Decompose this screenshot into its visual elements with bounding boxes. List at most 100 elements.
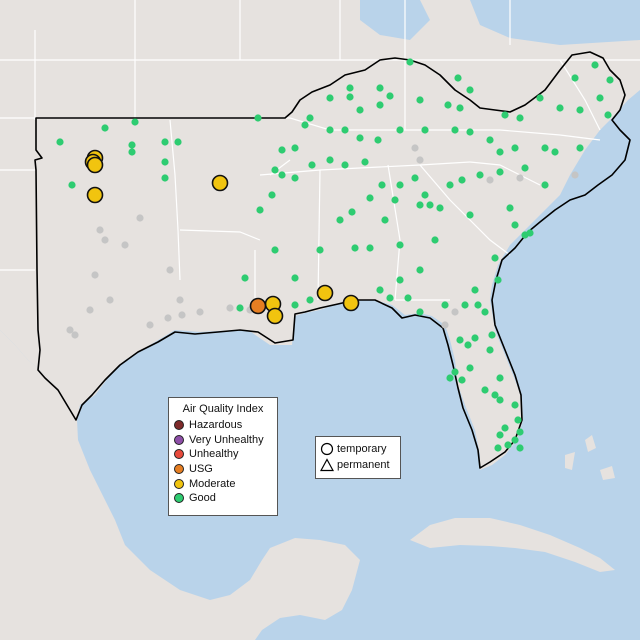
- station-good-marker[interactable]: [604, 111, 612, 119]
- station-good-marker[interactable]: [481, 386, 489, 394]
- station-good-marker[interactable]: [496, 148, 504, 156]
- station-good-marker[interactable]: [421, 191, 429, 199]
- station-good-marker[interactable]: [444, 101, 452, 109]
- station-good-marker[interactable]: [271, 246, 279, 254]
- station-good-marker[interactable]: [476, 171, 484, 179]
- station-good-marker[interactable]: [496, 374, 504, 382]
- station-good-marker[interactable]: [416, 266, 424, 274]
- station-good-marker[interactable]: [374, 136, 382, 144]
- station-good-marker[interactable]: [426, 201, 434, 209]
- station-good-marker[interactable]: [381, 216, 389, 224]
- station-good-marker[interactable]: [516, 114, 524, 122]
- station-good-marker[interactable]: [451, 368, 459, 376]
- station-good-marker[interactable]: [406, 58, 414, 66]
- station-good-marker[interactable]: [68, 181, 76, 189]
- station-no-data-marker[interactable]: [146, 321, 154, 329]
- station-good-marker[interactable]: [474, 301, 482, 309]
- station-good-marker[interactable]: [174, 138, 182, 146]
- station-good-marker[interactable]: [486, 136, 494, 144]
- station-good-marker[interactable]: [496, 396, 504, 404]
- station-good-marker[interactable]: [404, 294, 412, 302]
- station-good-marker[interactable]: [576, 106, 584, 114]
- station-good-marker[interactable]: [376, 101, 384, 109]
- station-moderate-marker[interactable]: [86, 186, 104, 204]
- station-good-marker[interactable]: [521, 164, 529, 172]
- station-good-marker[interactable]: [596, 94, 604, 102]
- station-good-marker[interactable]: [161, 138, 169, 146]
- station-good-marker[interactable]: [494, 276, 502, 284]
- station-good-marker[interactable]: [591, 61, 599, 69]
- station-good-marker[interactable]: [254, 114, 262, 122]
- station-moderate-marker[interactable]: [211, 174, 229, 192]
- station-good-marker[interactable]: [516, 444, 524, 452]
- station-good-marker[interactable]: [454, 74, 462, 82]
- station-good-marker[interactable]: [466, 211, 474, 219]
- station-good-marker[interactable]: [446, 374, 454, 382]
- station-good-marker[interactable]: [291, 144, 299, 152]
- station-good-marker[interactable]: [496, 168, 504, 176]
- station-good-marker[interactable]: [486, 346, 494, 354]
- station-good-marker[interactable]: [128, 148, 136, 156]
- station-good-marker[interactable]: [556, 104, 564, 112]
- station-no-data-marker[interactable]: [86, 306, 94, 314]
- station-good-marker[interactable]: [526, 229, 534, 237]
- station-good-marker[interactable]: [301, 121, 309, 129]
- station-good-marker[interactable]: [391, 196, 399, 204]
- station-good-marker[interactable]: [471, 286, 479, 294]
- station-good-marker[interactable]: [336, 216, 344, 224]
- station-good-marker[interactable]: [386, 92, 394, 100]
- station-moderate-marker[interactable]: [316, 284, 334, 302]
- station-no-data-marker[interactable]: [166, 266, 174, 274]
- station-no-data-marker[interactable]: [486, 176, 494, 184]
- station-no-data-marker[interactable]: [416, 156, 424, 164]
- station-good-marker[interactable]: [356, 134, 364, 142]
- station-good-marker[interactable]: [268, 191, 276, 199]
- station-good-marker[interactable]: [431, 236, 439, 244]
- station-good-marker[interactable]: [386, 294, 394, 302]
- station-good-marker[interactable]: [464, 341, 472, 349]
- station-good-marker[interactable]: [458, 176, 466, 184]
- station-good-marker[interactable]: [306, 296, 314, 304]
- station-good-marker[interactable]: [326, 94, 334, 102]
- station-good-marker[interactable]: [356, 106, 364, 114]
- station-good-marker[interactable]: [341, 161, 349, 169]
- station-good-marker[interactable]: [396, 241, 404, 249]
- station-no-data-marker[interactable]: [91, 271, 99, 279]
- station-good-marker[interactable]: [541, 144, 549, 152]
- station-no-data-marker[interactable]: [451, 308, 459, 316]
- station-good-marker[interactable]: [536, 94, 544, 102]
- station-good-marker[interactable]: [378, 181, 386, 189]
- station-good-marker[interactable]: [511, 401, 519, 409]
- station-no-data-marker[interactable]: [164, 314, 172, 322]
- station-good-marker[interactable]: [436, 204, 444, 212]
- station-good-marker[interactable]: [571, 74, 579, 82]
- station-good-marker[interactable]: [161, 174, 169, 182]
- station-no-data-marker[interactable]: [66, 326, 74, 334]
- station-good-marker[interactable]: [416, 96, 424, 104]
- station-good-marker[interactable]: [271, 166, 279, 174]
- station-no-data-marker[interactable]: [96, 226, 104, 234]
- station-good-marker[interactable]: [361, 158, 369, 166]
- station-good-marker[interactable]: [416, 201, 424, 209]
- station-good-marker[interactable]: [411, 174, 419, 182]
- station-good-marker[interactable]: [461, 301, 469, 309]
- station-no-data-marker[interactable]: [136, 214, 144, 222]
- station-no-data-marker[interactable]: [178, 311, 186, 319]
- station-good-marker[interactable]: [278, 146, 286, 154]
- station-good-marker[interactable]: [101, 124, 109, 132]
- station-good-marker[interactable]: [366, 194, 374, 202]
- station-good-marker[interactable]: [458, 376, 466, 384]
- station-good-marker[interactable]: [256, 206, 264, 214]
- station-good-marker[interactable]: [466, 128, 474, 136]
- station-good-marker[interactable]: [291, 274, 299, 282]
- station-good-marker[interactable]: [128, 141, 136, 149]
- station-no-data-marker[interactable]: [226, 304, 234, 312]
- station-no-data-marker[interactable]: [101, 236, 109, 244]
- station-good-marker[interactable]: [446, 181, 454, 189]
- station-good-marker[interactable]: [131, 118, 139, 126]
- station-good-marker[interactable]: [291, 174, 299, 182]
- station-good-marker[interactable]: [346, 93, 354, 101]
- station-usg-marker[interactable]: [249, 297, 267, 315]
